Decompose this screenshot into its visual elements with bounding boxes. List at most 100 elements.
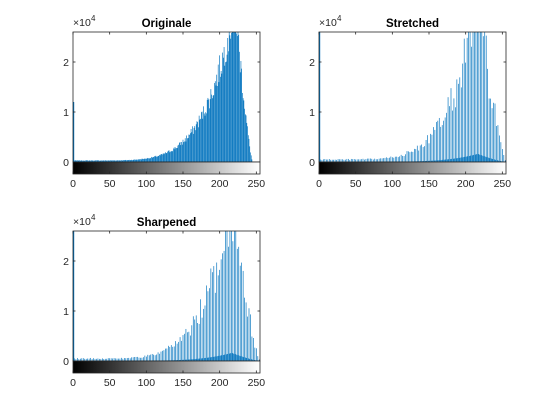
histogram-bar — [349, 160, 351, 162]
histogram-bar — [110, 358, 112, 361]
histogram-bar — [118, 358, 119, 361]
histogram-bar — [504, 160, 506, 162]
histogram-bar — [257, 356, 259, 361]
histogram-bar — [186, 359, 187, 361]
histogram-bar — [358, 159, 359, 162]
y-tick-label: 2 — [63, 256, 69, 268]
histogram-bar — [197, 122, 198, 162]
histogram-bar — [389, 157, 390, 162]
histogram-bar — [146, 356, 147, 361]
histogram-bar — [435, 160, 436, 162]
histogram-bar — [500, 142, 502, 162]
histogram-bar — [159, 155, 161, 162]
histogram-bar — [143, 159, 145, 162]
histogram-bar — [480, 32, 481, 162]
histogram-bar — [258, 359, 260, 361]
histogram-bar — [345, 159, 346, 162]
histogram-bar — [477, 154, 479, 162]
histogram-bar — [457, 158, 458, 162]
histogram-bar — [118, 160, 119, 162]
histogram-bar — [81, 160, 83, 162]
histogram-bar — [77, 160, 79, 162]
y-exponent-power: 4 — [337, 14, 342, 23]
histogram-bar — [209, 108, 210, 162]
histogram-bar — [247, 316, 248, 361]
histogram-bar — [191, 325, 193, 361]
histogram-bar — [485, 156, 486, 162]
histogram-bar — [234, 231, 235, 361]
histogram-bar — [105, 160, 107, 162]
histogram-bar — [145, 158, 146, 162]
histogram-bar — [131, 159, 132, 162]
histogram-bar — [381, 158, 383, 162]
histogram-bar — [405, 154, 406, 162]
histogram-bar — [451, 158, 453, 162]
histogram-bar — [488, 157, 489, 162]
histogram-bar — [252, 359, 253, 361]
histogram-bar — [211, 357, 212, 361]
histogram-bar — [79, 160, 80, 162]
histogram-bar — [92, 160, 94, 162]
histogram-bar — [185, 141, 187, 162]
histogram-bar — [364, 159, 365, 162]
histogram-bar — [194, 126, 196, 162]
histogram-bar — [433, 160, 435, 162]
histogram-bar — [110, 160, 111, 162]
x-tick-label: 100 — [384, 178, 402, 190]
histogram-bar — [427, 135, 428, 162]
histogram-bar — [450, 88, 452, 162]
histogram-bar — [247, 358, 249, 361]
histogram-bar — [455, 158, 457, 162]
histogram-bar — [241, 262, 242, 361]
histogram-bar — [161, 154, 163, 162]
histogram-bar — [168, 150, 170, 162]
histogram-bar — [190, 133, 191, 162]
histogram-bar — [117, 160, 119, 162]
histogram-bar — [498, 160, 499, 162]
histogram-bar — [187, 138, 188, 162]
histogram-bar — [456, 79, 458, 162]
histogram-bar — [152, 157, 154, 162]
histogram-bar — [203, 113, 205, 162]
histogram-bar — [216, 262, 218, 361]
histogram-bar — [431, 134, 433, 162]
histogram-bar — [204, 115, 206, 162]
x-tick-label: 0 — [316, 178, 322, 190]
histogram-bar — [217, 356, 218, 361]
histogram-bar — [333, 159, 334, 162]
histogram-bar — [331, 159, 333, 162]
histogram-bar — [122, 358, 124, 361]
histogram-bar — [166, 153, 168, 162]
histogram-bar — [77, 358, 78, 361]
histogram-bar — [185, 328, 187, 361]
histogram-bar — [228, 353, 230, 361]
histogram-bar — [226, 231, 228, 361]
histogram-bar — [202, 358, 204, 361]
histogram-bar — [247, 126, 248, 162]
histogram-bar — [188, 134, 190, 162]
histogram-bar — [176, 148, 177, 162]
histogram-bar — [361, 159, 362, 162]
histogram-bar — [132, 159, 134, 162]
histogram-bar — [135, 356, 137, 361]
histogram-bar — [221, 73, 223, 162]
histogram-bar — [222, 253, 223, 361]
histogram-bar — [169, 346, 171, 361]
histogram-bar — [151, 156, 152, 162]
histogram-bar — [140, 357, 141, 361]
x-tick-label: 50 — [104, 377, 116, 389]
histogram-bar — [223, 57, 224, 162]
histogram-bar — [205, 112, 207, 162]
histogram-bar — [493, 102, 494, 162]
histogram-bar — [133, 159, 135, 162]
histogram-bar — [428, 143, 430, 162]
histogram-bar — [452, 110, 453, 162]
histogram-bar — [256, 348, 257, 361]
histogram-bar — [93, 358, 94, 361]
histogram-bar — [225, 61, 227, 162]
histogram-bar — [175, 147, 176, 162]
histogram-bar — [250, 155, 252, 162]
histogram-bar — [195, 124, 197, 162]
histogram-bar — [129, 358, 131, 361]
histogram-bar — [251, 336, 253, 361]
